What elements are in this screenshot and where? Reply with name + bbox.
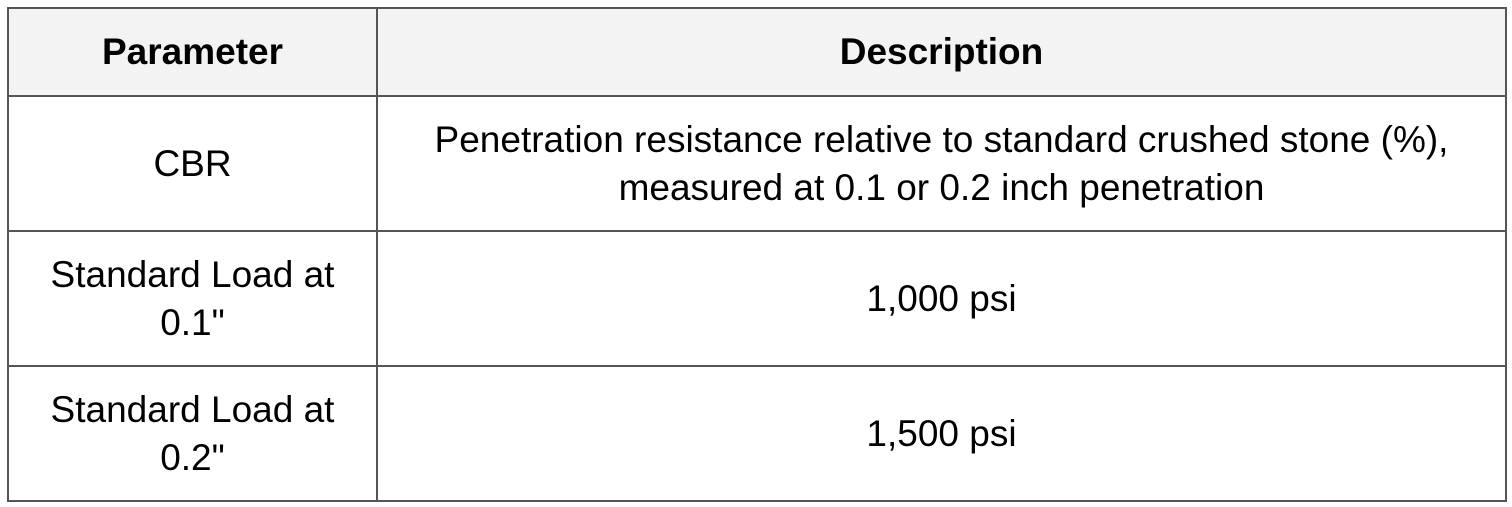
table-row: CBR Penetration resistance relative to s… — [7, 95, 1507, 232]
cell-description: 1,500 psi — [376, 365, 1507, 502]
header-description: Description — [376, 7, 1507, 97]
table-row: Standard Load at 0.2" 1,500 psi — [7, 365, 1507, 502]
table-row: Standard Load at 0.1" 1,000 psi — [7, 230, 1507, 367]
cell-description: Penetration resistance relative to stand… — [376, 95, 1507, 232]
cell-parameter: Standard Load at 0.1" — [7, 230, 378, 367]
header-parameter: Parameter — [7, 7, 378, 97]
table-header-row: Parameter Description — [7, 7, 1507, 97]
cell-parameter: CBR — [7, 95, 378, 232]
cell-parameter: Standard Load at 0.2" — [7, 365, 378, 502]
parameter-table: Parameter Description CBR Penetration re… — [7, 7, 1507, 502]
cell-description: 1,000 psi — [376, 230, 1507, 367]
